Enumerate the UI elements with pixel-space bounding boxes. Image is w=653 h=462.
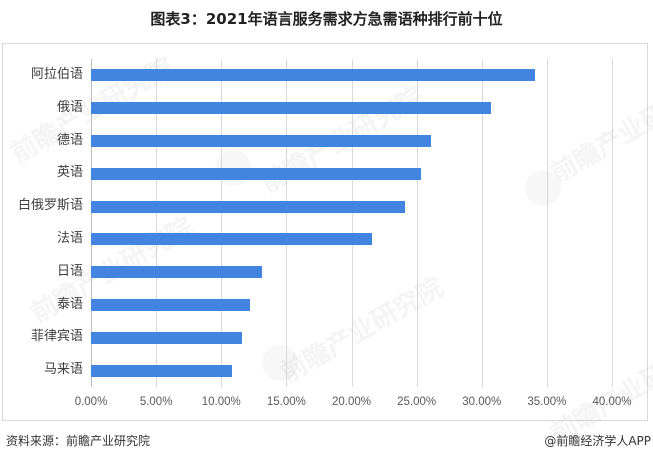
gridline (612, 59, 613, 387)
credit-note: @前瞻经济学人APP (544, 434, 651, 448)
bar[interactable] (91, 266, 262, 279)
y-axis-line (91, 59, 92, 387)
bar[interactable] (91, 298, 250, 311)
category-label: 英语 (56, 165, 83, 181)
bar[interactable] (91, 233, 373, 246)
bar-row (91, 223, 612, 256)
bar[interactable] (91, 167, 421, 180)
bar-row (91, 92, 612, 125)
bar-row (91, 321, 612, 354)
bar-row (91, 190, 612, 223)
gridline (156, 59, 158, 387)
bar[interactable] (91, 200, 405, 213)
category-label: 泰语 (56, 296, 83, 312)
bar[interactable] (91, 364, 232, 377)
tick-label: 5.00% (139, 396, 173, 408)
category-label: 马来语 (43, 362, 83, 378)
bar-row (91, 157, 612, 190)
category-label: 菲律宾语 (30, 329, 83, 345)
tick-label: 30.00% (462, 396, 502, 408)
tick-label: 10.00% (201, 396, 241, 408)
bar[interactable] (91, 102, 491, 115)
bar[interactable] (91, 134, 431, 147)
bar-row (91, 256, 612, 289)
gridline (546, 59, 548, 387)
bar[interactable] (91, 69, 536, 82)
gridline (416, 59, 418, 387)
category-label: 阿拉伯语 (30, 67, 83, 82)
chart-title: 图表3：2021年语言服务需求方急需语种排行前十位 (150, 10, 503, 28)
gridline (481, 59, 483, 387)
tick-label: 25.00% (397, 396, 437, 408)
bar-row (91, 59, 612, 92)
gridline (221, 59, 223, 387)
tick-label: 15.00% (266, 396, 306, 408)
tick-label: 20.00% (331, 396, 371, 408)
category-label: 法语 (56, 231, 83, 246)
category-label: 俄语 (56, 99, 83, 115)
tick-label: 35.00% (527, 396, 567, 408)
tick-label: 40.00% (592, 396, 632, 408)
bar[interactable] (91, 331, 243, 344)
gridline (286, 59, 288, 387)
bar-row (91, 289, 612, 322)
source-note: 资料来源：前瞻产业研究院 (6, 434, 151, 448)
bar-row (91, 354, 612, 387)
tick-label: 0.00% (74, 396, 108, 408)
bar-row (91, 125, 612, 158)
plot-area (91, 59, 613, 387)
category-label: 白俄罗斯语 (17, 198, 83, 214)
category-label: 日语 (56, 263, 83, 279)
gridline (351, 59, 353, 387)
category-label: 德语 (56, 132, 83, 148)
